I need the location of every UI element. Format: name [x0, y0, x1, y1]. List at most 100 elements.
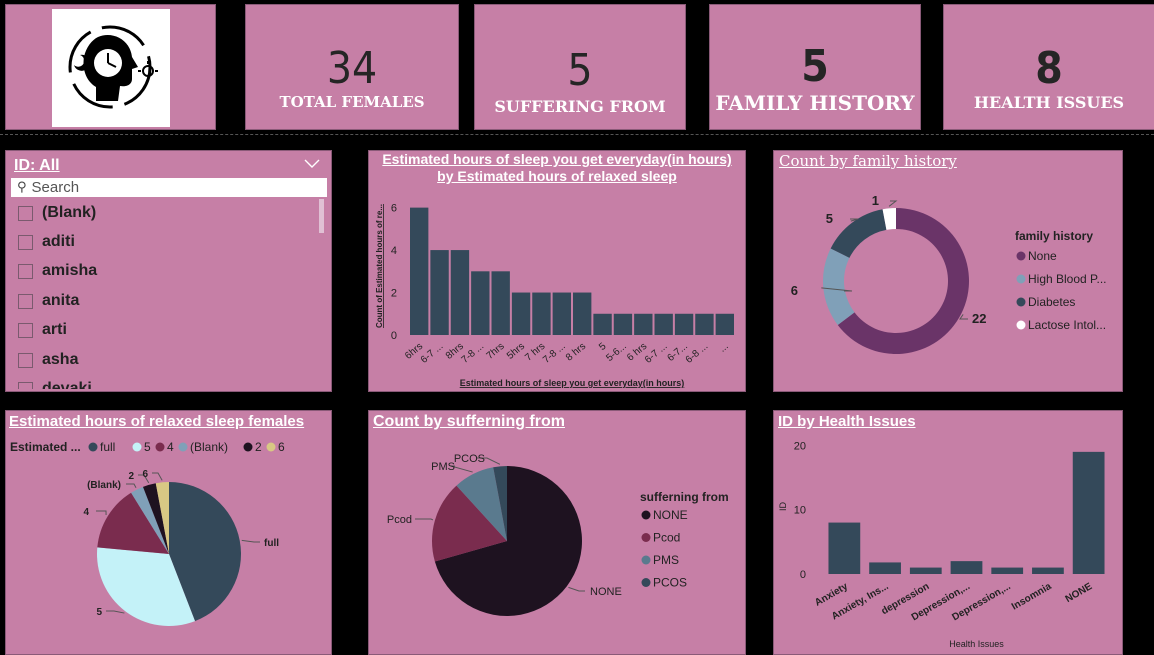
- x-axis-label: Health Issues: [949, 639, 1004, 649]
- slicer-item[interactable]: (Blank): [18, 201, 96, 225]
- x-tick-label: 5: [597, 341, 609, 353]
- legend-label: 2: [255, 440, 262, 454]
- checkbox[interactable]: [18, 322, 33, 338]
- legend-marker: [641, 533, 651, 542]
- checkbox[interactable]: [18, 263, 33, 279]
- leader-line: [106, 610, 125, 614]
- bar: [634, 313, 653, 335]
- legend-marker: [1016, 274, 1026, 284]
- y-axis-label: ID: [778, 501, 788, 511]
- slicer-item[interactable]: arti: [18, 318, 67, 342]
- family-history-donut-chart: Count by family history 22 6 5 1 family hist…: [773, 150, 1123, 392]
- pie-slice: [837, 208, 969, 354]
- logo-card: [5, 4, 216, 130]
- legend-marker: [266, 442, 276, 452]
- pie-slice: [456, 467, 507, 541]
- legend-label: Diabetes: [1028, 295, 1075, 309]
- checkbox[interactable]: [18, 205, 33, 221]
- x-tick-label: 5-6...: [604, 341, 629, 364]
- kpi-label: HEALTH ISSUES: [973, 93, 1125, 112]
- leader-line: [821, 287, 853, 292]
- bar: [552, 292, 571, 335]
- chart-title: Count by family history: [779, 152, 957, 170]
- leader-line: [888, 200, 898, 207]
- bar: [532, 292, 551, 335]
- bar: [828, 522, 861, 574]
- y-tick-label: 2: [391, 288, 397, 300]
- pie-slice: [823, 248, 855, 325]
- leader-line: [126, 483, 137, 488]
- bar: [991, 567, 1024, 574]
- legend-label: None: [1028, 249, 1057, 263]
- x-tick-label: 7hrs: [485, 341, 507, 362]
- legend-marker: [1016, 297, 1026, 307]
- leader-line: [415, 518, 434, 521]
- kpi-health-issues: 8 HEALTH ISSUES: [943, 4, 1154, 130]
- pie-slice: [830, 209, 887, 258]
- checkbox[interactable]: [18, 234, 33, 250]
- legend-label: PCOS: [653, 576, 687, 590]
- legend-marker: [1016, 251, 1026, 261]
- leader-line: [152, 472, 163, 481]
- kpi-value: 34: [326, 43, 378, 94]
- x-tick-label: 5hrs: [505, 341, 527, 362]
- sleep-hours-bar-chart: Estimated hours of sleep you get everyda…: [368, 150, 746, 392]
- leader-line: [477, 457, 501, 465]
- chevron-down-icon[interactable]: [304, 159, 320, 169]
- bar: [909, 567, 942, 574]
- x-tick-label: 6-7 ...: [419, 341, 446, 366]
- pie-slice: [97, 492, 169, 554]
- y-tick-label: 0: [800, 569, 806, 581]
- legend-marker: [132, 442, 142, 452]
- y-tick-label: 20: [794, 440, 806, 452]
- bar: [869, 562, 901, 574]
- bar: [573, 292, 592, 335]
- checkbox[interactable]: [18, 381, 33, 389]
- bar: [1072, 451, 1105, 574]
- chart-title: Count by sufferning from: [373, 413, 565, 430]
- search-input[interactable]: Search: [31, 179, 80, 196]
- legend-label: High Blood P...: [1028, 272, 1107, 286]
- kpi-value: 5: [801, 41, 829, 92]
- slicer-item[interactable]: aditi: [18, 230, 75, 254]
- legend-label: 4: [167, 440, 174, 454]
- x-tick-label: NONE: [1064, 581, 1095, 605]
- checkbox[interactable]: [18, 293, 33, 309]
- bar: [654, 313, 673, 335]
- slicer-item[interactable]: devaki: [18, 377, 92, 389]
- bar: [471, 271, 490, 335]
- slice-label: PCOS: [454, 453, 485, 465]
- slice-label: 6: [791, 283, 798, 298]
- kpi-total-females: 34 TOTAL FEMALES: [245, 4, 459, 130]
- kpi-value: 8: [1035, 43, 1063, 94]
- slice-label: 4: [83, 507, 89, 518]
- slicer-scrollbar[interactable]: [319, 199, 324, 233]
- id-slicer[interactable]: ID: All ⚲ Search (Blank) aditi amisha an…: [5, 150, 332, 392]
- bar: [613, 313, 633, 335]
- slicer-item[interactable]: amisha: [18, 259, 97, 283]
- leader-line: [959, 314, 968, 320]
- leader-line: [96, 510, 107, 516]
- kpi-suffering-from: 5 SUFFERING FROM: [474, 4, 686, 130]
- search-box[interactable]: ⚲ Search: [11, 178, 327, 197]
- legend-marker: [243, 442, 253, 452]
- slicer-title: ID: All: [14, 157, 60, 174]
- kpi-family-history: 5 FAMILY HISTORY: [709, 4, 921, 130]
- legend-label: PMS: [653, 553, 679, 567]
- checkbox[interactable]: [18, 352, 33, 368]
- bar: [410, 207, 429, 335]
- slicer-item[interactable]: anita: [18, 289, 79, 313]
- bar: [715, 313, 734, 335]
- legend-marker: [155, 442, 165, 452]
- slice-label: PMS: [431, 461, 455, 473]
- slice-label: 1: [872, 193, 879, 208]
- chart-title: Estimated hours of relaxed sleep females: [9, 413, 305, 430]
- slicer-item[interactable]: asha: [18, 348, 78, 372]
- pie-slice: [155, 482, 169, 554]
- sleep-head-logo-icon: [68, 25, 158, 109]
- x-tick-label: 7-8 ...: [541, 341, 568, 366]
- legend-marker: [641, 578, 651, 587]
